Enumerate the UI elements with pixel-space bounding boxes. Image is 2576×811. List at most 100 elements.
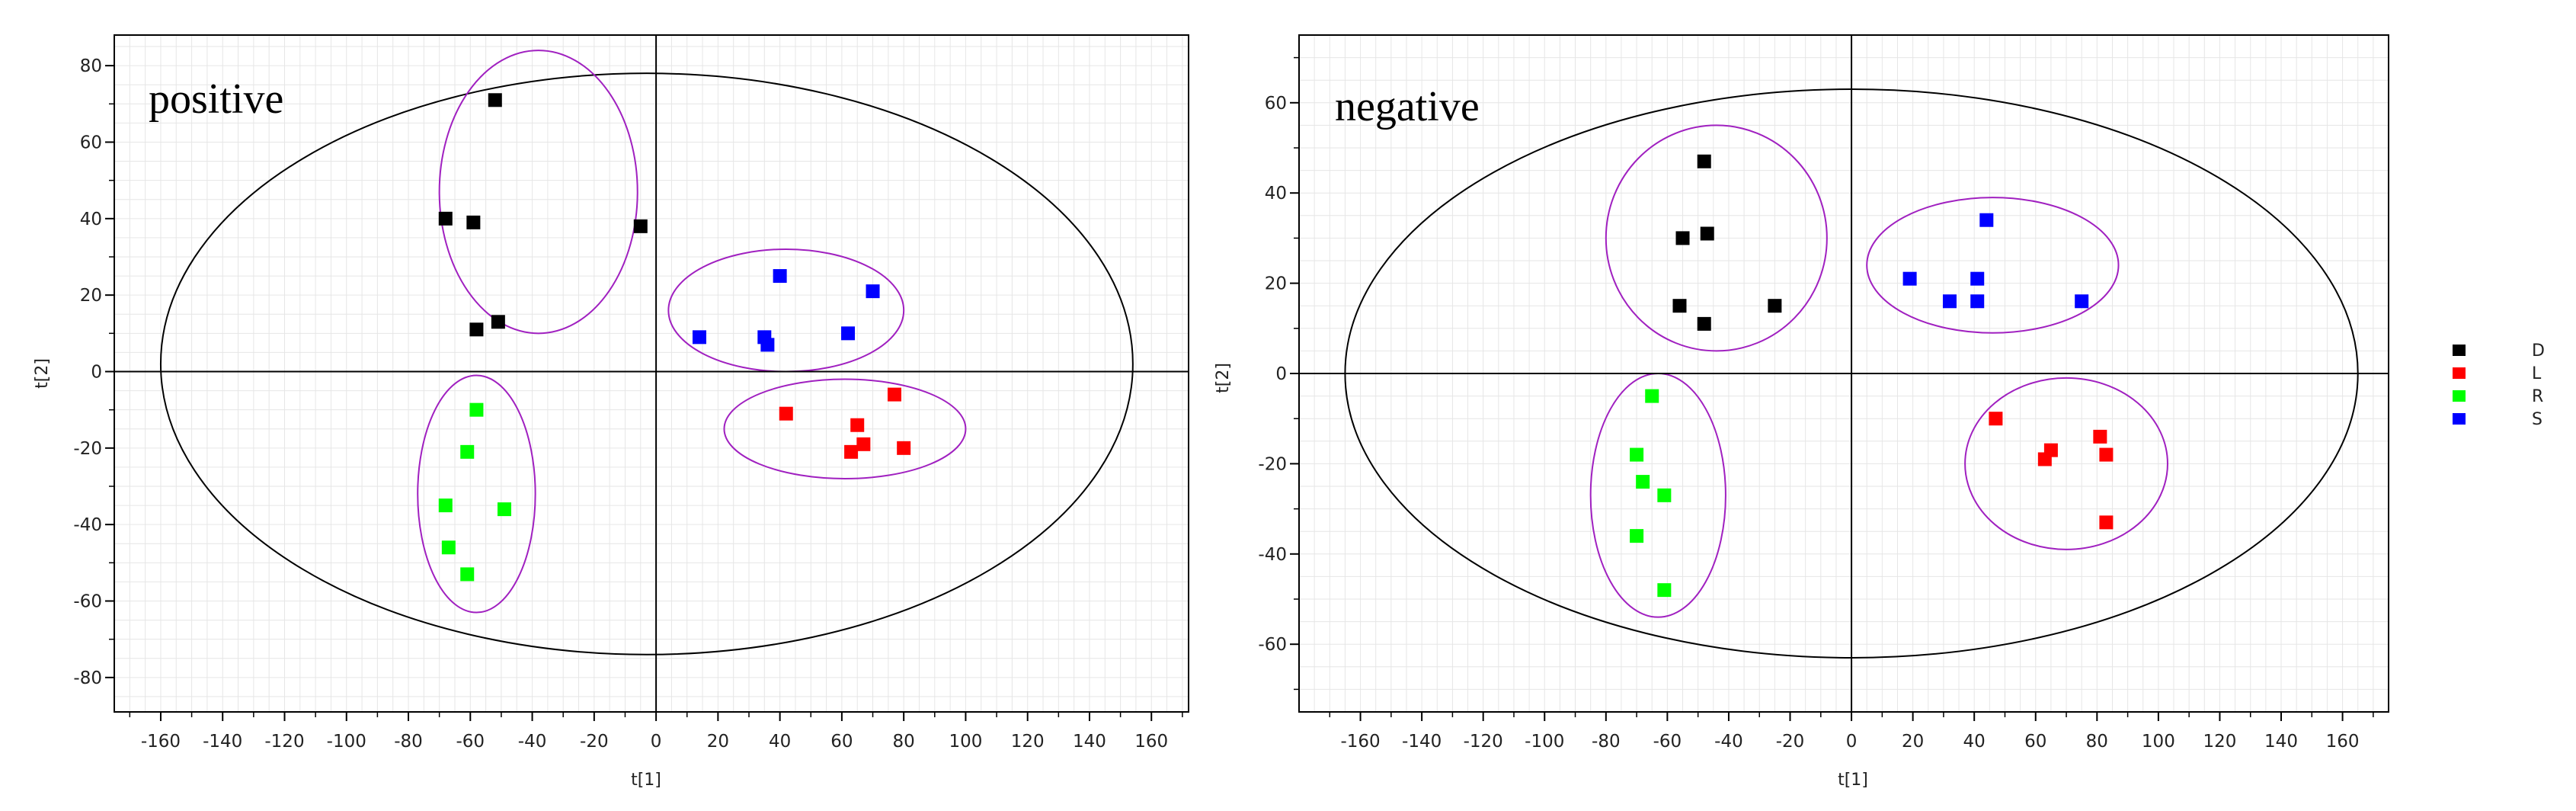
positive-ellipse-s [667, 248, 905, 373]
positive-ytick-label: 40 [80, 210, 102, 229]
legend-label-l: L [2532, 364, 2542, 383]
negative-xtick-label: -20 [1776, 732, 1805, 752]
positive-xtick-label: 0 [651, 732, 662, 752]
legend-swatch-r [2453, 390, 2466, 402]
negative-xtick-label: -80 [1592, 732, 1621, 752]
negative-xtick-label: -100 [1525, 732, 1564, 752]
negative-ellipse-l [1964, 377, 2168, 550]
positive-xtick-label: -100 [327, 732, 366, 752]
legend-item-l: L [2453, 364, 2542, 383]
negative-ytick-label: -20 [1258, 454, 1287, 474]
positive-xtick-label: 60 [830, 732, 853, 752]
negative-ytick-label: 40 [1265, 184, 1287, 204]
negative-points [1630, 154, 2114, 598]
negative-point-r [1630, 447, 1644, 462]
positive-point-r [469, 402, 484, 417]
positive-point-d [469, 322, 484, 337]
negative-xtick-label: -140 [1402, 732, 1442, 752]
positive-xlabel: t[1] [631, 771, 661, 790]
negative-xtick-label: 60 [2024, 732, 2046, 752]
positive-point-s [866, 284, 880, 299]
positive-ytick-label: -40 [73, 515, 102, 535]
negative-point-s [1970, 294, 1985, 309]
negative-ticks: -160 -140 -120 -100 -80 -60 -40 -20 0 20 40 60 80 100… [1258, 56, 2374, 752]
negative-xtick-label: 120 [2203, 732, 2236, 752]
negative-title: negative [1335, 83, 1480, 130]
negative-point-s [1970, 271, 1985, 286]
negative-ytick-label: -60 [1258, 635, 1287, 655]
positive-point-l [856, 437, 871, 451]
positive-ticks: -160 -140 -120 -100 -80 -60 -40 -20 0 20 40 60 80 100… [73, 56, 1183, 752]
positive-xtick-label: 20 [707, 732, 729, 752]
negative-point-s [2075, 294, 2089, 309]
negative-xtick-label: 140 [2264, 732, 2298, 752]
negative-ytick-label: -40 [1258, 545, 1287, 565]
positive-xtick-label: 40 [769, 732, 791, 752]
negative-xtick-label: -40 [1714, 732, 1743, 752]
positive-ytick-label: 0 [91, 362, 102, 382]
positive-plot-frame [114, 34, 1189, 713]
negative-point-d [1697, 316, 1711, 331]
negative-point-s [1979, 213, 1994, 227]
negative-point-r [1657, 583, 1672, 598]
positive-xtick-label: 100 [949, 732, 982, 752]
legend-item-d: D [2453, 341, 2545, 361]
negative-xtick-label: 100 [2142, 732, 2175, 752]
negative-point-r [1645, 389, 1659, 403]
positive-point-l [850, 418, 865, 432]
negative-xtick-label: 80 [2086, 732, 2108, 752]
positive-points [438, 93, 911, 582]
positive-ellipse-r [417, 374, 536, 614]
positive-point-r [460, 444, 475, 459]
positive-ellipses [159, 50, 1134, 656]
positive-point-r [460, 567, 475, 582]
legend-item-r: R [2453, 387, 2543, 406]
negative-point-s [1942, 294, 1957, 309]
negative-plot: -160 -140 -120 -100 -80 -60 -40 -20 0 20 40 60 80 100… [1214, 34, 2389, 790]
negative-xtick-label: -160 [1340, 732, 1380, 752]
negative-grid [1298, 34, 2389, 713]
negative-ytick-label: 60 [1265, 94, 1287, 114]
negative-point-d [1672, 299, 1687, 313]
positive-point-s [773, 269, 787, 284]
negative-point-l [2037, 452, 2052, 466]
negative-xtick-label: 160 [2326, 732, 2360, 752]
legend-label-d: D [2532, 341, 2545, 361]
positive-point-s [841, 326, 856, 341]
negative-xtick-label: 0 [1846, 732, 1858, 752]
positive-point-d [491, 315, 505, 329]
negative-ellipse-s [1866, 197, 2120, 334]
positive-point-r [497, 502, 511, 517]
positive-ytick-label: 80 [80, 56, 102, 76]
positive-ytick-label: 20 [80, 286, 102, 306]
negative-point-d [1675, 231, 1690, 245]
positive-point-l [779, 406, 793, 421]
negative-ytick-label: 20 [1265, 274, 1287, 294]
negative-point-l [1989, 412, 2003, 426]
positive-point-s [760, 338, 775, 352]
negative-point-d [1768, 299, 1782, 313]
negative-ytick-label: 0 [1275, 364, 1287, 384]
positive-ytick-label: -60 [73, 592, 102, 612]
legend-swatch-s [2453, 413, 2466, 425]
negative-point-l [2093, 429, 2107, 444]
positive-xtick-label: -40 [518, 732, 547, 752]
negative-xtick-label: 20 [1902, 732, 1924, 752]
positive-ytick-label: 60 [80, 133, 102, 152]
positive-title: positive [149, 75, 283, 123]
negative-point-s [1902, 271, 1917, 286]
positive-plot: -160 -140 -120 -100 -80 -60 -40 -20 0 20 40 60 80 100… [33, 34, 1189, 790]
negative-point-r [1657, 488, 1672, 502]
positive-point-l [887, 387, 901, 402]
positive-xtick-label: 80 [893, 732, 915, 752]
positive-axes [114, 35, 1189, 712]
positive-ylabel: t[2] [33, 358, 52, 389]
negative-axes [1299, 35, 2389, 712]
legend-swatch-l [2453, 367, 2466, 379]
positive-point-r [438, 498, 453, 513]
negative-point-d [1697, 154, 1711, 168]
legend: D L R S [2453, 341, 2545, 429]
positive-xtick-label: -60 [456, 732, 485, 752]
negative-point-l [2099, 515, 2114, 530]
